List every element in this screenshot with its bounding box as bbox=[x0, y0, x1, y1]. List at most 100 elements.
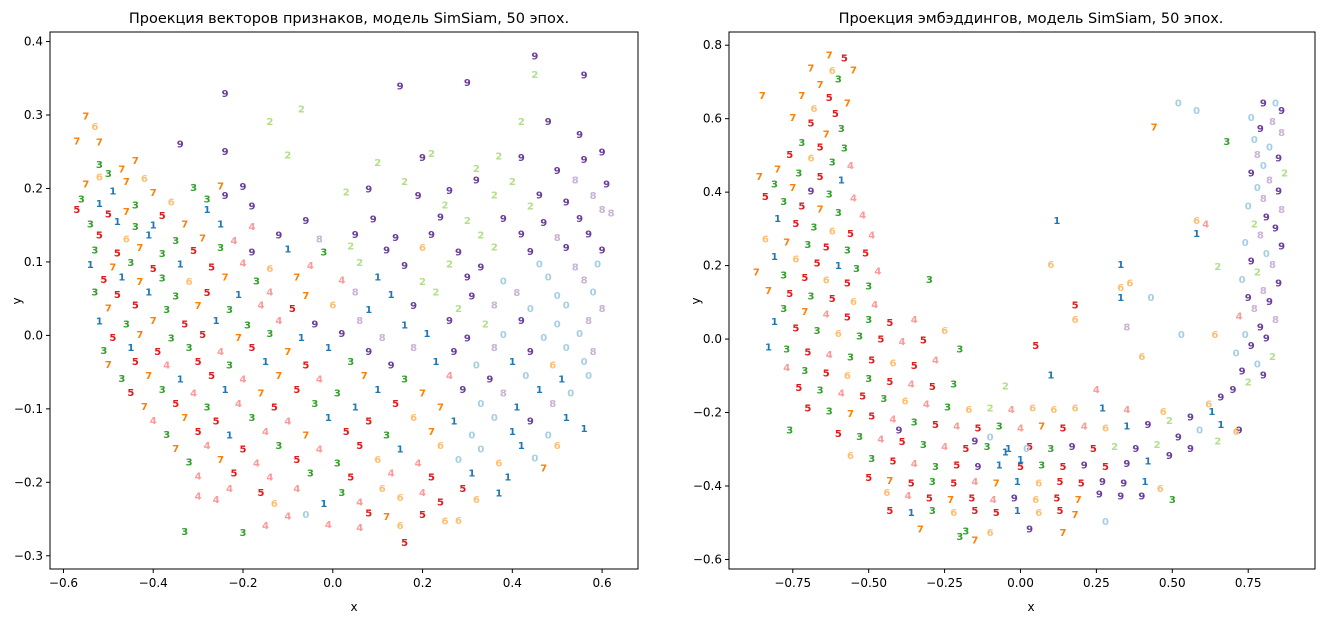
point-digit-2: 2 bbox=[343, 187, 350, 198]
point-digit-9: 9 bbox=[500, 214, 507, 225]
point-digit-6: 6 bbox=[1160, 407, 1167, 418]
point-digit-5: 5 bbox=[159, 211, 166, 222]
point-digit-1: 1 bbox=[996, 460, 1003, 471]
point-digit-4: 4 bbox=[190, 389, 197, 400]
point-digit-6: 6 bbox=[890, 359, 897, 370]
point-digit-5: 5 bbox=[73, 205, 80, 216]
point-digit-9: 9 bbox=[518, 229, 525, 240]
point-digit-5: 5 bbox=[841, 54, 848, 65]
point-digit-7: 7 bbox=[756, 172, 763, 183]
point-digit-5: 5 bbox=[105, 209, 112, 220]
point-digit-5: 5 bbox=[786, 289, 793, 300]
point-digit-4: 4 bbox=[932, 356, 939, 367]
point-digit-8: 8 bbox=[1278, 128, 1285, 139]
point-digit-7: 7 bbox=[118, 165, 125, 176]
point-digit-3: 3 bbox=[798, 138, 805, 149]
point-digit-3: 3 bbox=[172, 292, 179, 303]
point-digit-9: 9 bbox=[896, 425, 903, 436]
point-digit-6: 6 bbox=[495, 459, 502, 470]
point-digit-7: 7 bbox=[275, 371, 282, 382]
point-digit-9: 9 bbox=[1236, 425, 1243, 436]
point-digit-8: 8 bbox=[1269, 260, 1276, 271]
y-tick-label: 0.1 bbox=[24, 255, 43, 269]
point-digit-0: 0 bbox=[473, 361, 480, 372]
y-tick-label: 0.3 bbox=[24, 108, 43, 122]
point-digit-8: 8 bbox=[599, 205, 606, 216]
point-digit-1: 1 bbox=[771, 317, 778, 328]
point-digit-7: 7 bbox=[798, 91, 805, 102]
point-digit-1: 1 bbox=[374, 273, 381, 284]
point-digit-3: 3 bbox=[275, 441, 282, 452]
point-digit-6: 6 bbox=[1035, 479, 1042, 490]
point-digit-9: 9 bbox=[1239, 367, 1246, 378]
point-digit-4: 4 bbox=[1008, 405, 1015, 416]
point-digit-6: 6 bbox=[1233, 427, 1240, 438]
point-digit-5: 5 bbox=[823, 369, 830, 380]
point-digit-4: 4 bbox=[325, 520, 332, 531]
point-digit-9: 9 bbox=[1275, 154, 1282, 165]
point-digit-9: 9 bbox=[1132, 444, 1139, 455]
point-digit-3: 3 bbox=[950, 380, 957, 391]
point-digit-9: 9 bbox=[576, 214, 583, 225]
point-digit-8: 8 bbox=[1251, 304, 1258, 315]
point-digit-7: 7 bbox=[132, 156, 139, 167]
point-digit-9: 9 bbox=[455, 248, 462, 259]
point-digit-1: 1 bbox=[325, 413, 332, 424]
point-digit-1: 1 bbox=[518, 441, 525, 452]
point-digit-3: 3 bbox=[780, 304, 787, 315]
point-digit-4: 4 bbox=[990, 495, 997, 506]
point-digit-1: 1 bbox=[1117, 293, 1124, 304]
point-digit-9: 9 bbox=[222, 147, 229, 158]
point-digit-1: 1 bbox=[1208, 407, 1215, 418]
point-digit-4: 4 bbox=[847, 161, 854, 172]
point-digit-7: 7 bbox=[145, 371, 152, 382]
point-digit-5: 5 bbox=[419, 510, 426, 521]
point-digit-1: 1 bbox=[96, 317, 103, 328]
point-digit-4: 4 bbox=[941, 442, 948, 453]
point-digit-6: 6 bbox=[442, 517, 449, 528]
point-digit-0: 0 bbox=[581, 357, 588, 368]
point-digit-0: 0 bbox=[987, 433, 994, 444]
point-digit-0: 0 bbox=[567, 389, 574, 400]
point-digit-3: 3 bbox=[771, 179, 778, 190]
point-digit-1: 1 bbox=[127, 343, 134, 354]
point-digit-0: 0 bbox=[1242, 238, 1249, 249]
point-digit-3: 3 bbox=[811, 223, 818, 234]
point-digit-5: 5 bbox=[271, 403, 278, 414]
point-digit-9: 9 bbox=[563, 243, 570, 254]
point-digit-5: 5 bbox=[181, 320, 188, 331]
point-digit-4: 4 bbox=[253, 459, 260, 470]
point-digit-5: 5 bbox=[258, 488, 265, 499]
point-digit-9: 9 bbox=[365, 347, 372, 358]
point-digit-3: 3 bbox=[944, 403, 951, 414]
point-digit-5: 5 bbox=[1078, 479, 1085, 490]
point-digit-6: 6 bbox=[792, 255, 799, 266]
point-digit-1: 1 bbox=[388, 290, 395, 301]
point-digit-4: 4 bbox=[275, 316, 282, 327]
point-digit-4: 4 bbox=[213, 495, 220, 506]
point-digit-8: 8 bbox=[316, 234, 323, 245]
point-digit-3: 3 bbox=[856, 432, 863, 443]
point-digit-1: 1 bbox=[509, 427, 516, 438]
point-digit-1: 1 bbox=[835, 261, 842, 272]
point-digit-0: 0 bbox=[1175, 99, 1182, 110]
point-digit-6: 6 bbox=[329, 301, 336, 312]
point-digit-5: 5 bbox=[428, 472, 435, 483]
point-digit-3: 3 bbox=[401, 375, 408, 386]
point-digit-9: 9 bbox=[1272, 223, 1279, 234]
point-digit-0: 0 bbox=[500, 276, 507, 287]
point-digit-4: 4 bbox=[388, 469, 395, 480]
point-digit-7: 7 bbox=[383, 512, 390, 523]
point-digit-8: 8 bbox=[585, 316, 592, 327]
point-digit-5: 5 bbox=[204, 288, 211, 299]
point-digit-4: 4 bbox=[859, 211, 866, 222]
point-digit-8: 8 bbox=[1123, 323, 1130, 334]
point-digit-3: 3 bbox=[911, 417, 918, 428]
point-digit-7: 7 bbox=[1151, 122, 1158, 133]
point-digit-4: 4 bbox=[1093, 385, 1100, 396]
chart-left-frame bbox=[49, 31, 639, 570]
point-digit-5: 5 bbox=[795, 383, 802, 394]
point-digit-1: 1 bbox=[262, 357, 269, 368]
point-digit-7: 7 bbox=[540, 464, 547, 475]
